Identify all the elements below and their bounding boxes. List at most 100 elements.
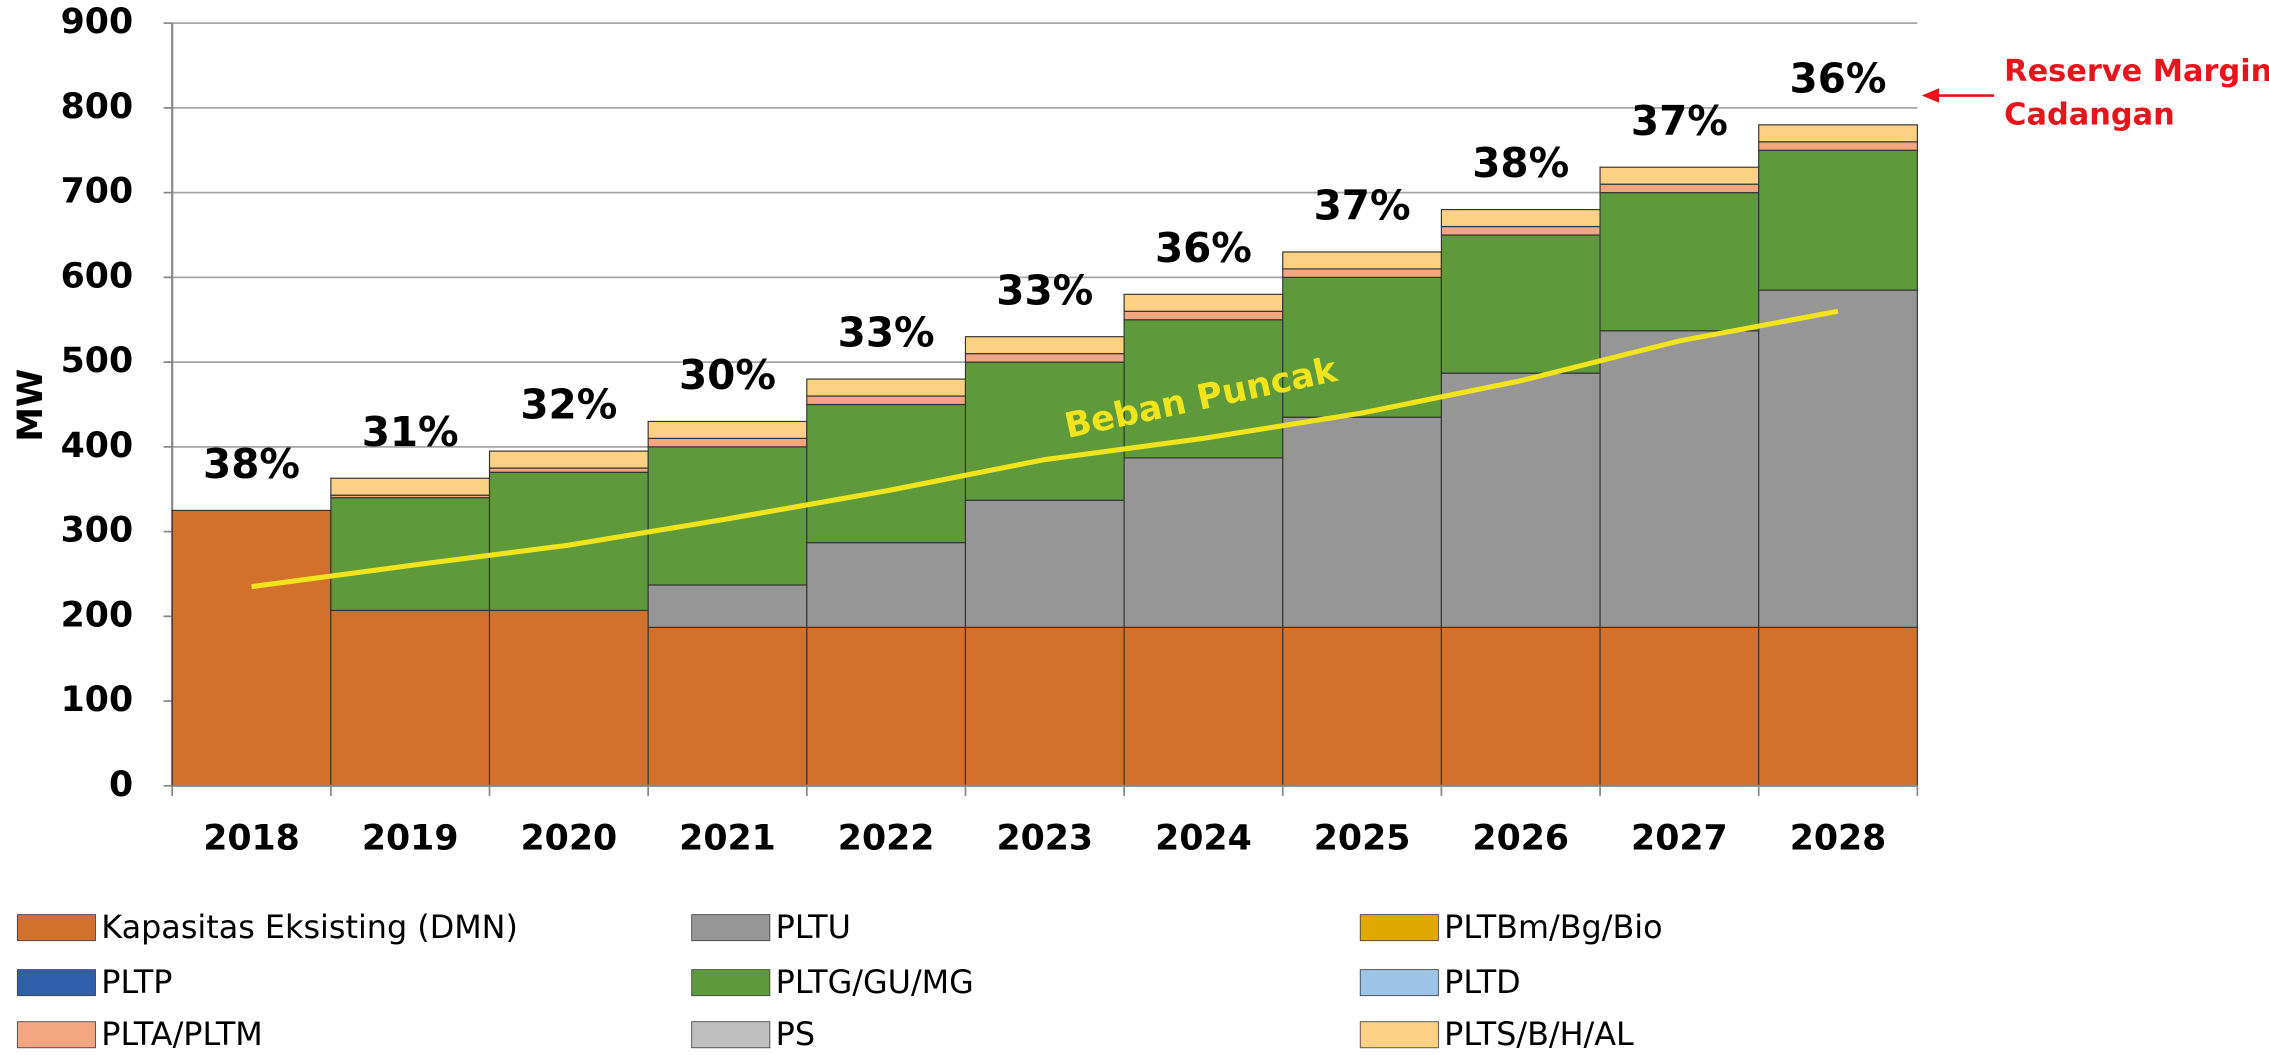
bar-segment	[1282, 626, 1442, 787]
bar-segment	[1440, 225, 1601, 236]
bar-segment	[647, 584, 808, 628]
bar-segment	[1758, 289, 1918, 628]
y-tick-label: 100	[61, 680, 133, 720]
y-tick-label: 400	[61, 426, 133, 466]
legend-swatch	[1359, 1021, 1439, 1049]
legend-swatch	[691, 1021, 771, 1049]
reserve-margin-label: 37%	[1314, 182, 1411, 230]
x-tick-label: 2024	[1155, 818, 1252, 858]
bar-segment	[964, 626, 1125, 787]
bar-segment	[1599, 166, 1760, 185]
annotation-arrowhead	[1921, 88, 1940, 103]
x-tick-label: 2020	[521, 818, 618, 858]
y-tick-label: 0	[109, 765, 133, 805]
legend-label: Kapasitas Eksisting (DMN)	[101, 908, 518, 946]
bar-segment	[1599, 183, 1760, 194]
legend-label: PLTBm/Bg/Bio	[1444, 908, 1662, 946]
reserve-margin-label: 38%	[1472, 139, 1569, 187]
bar-segment	[1123, 626, 1284, 787]
legend-swatch	[16, 969, 96, 997]
x-tick-label: 2021	[679, 818, 776, 858]
bar-segment	[488, 609, 649, 787]
bar-segment	[1440, 234, 1601, 374]
x-tick-label: 2022	[838, 818, 935, 858]
bar-segment	[806, 542, 967, 628]
bar-segment	[806, 403, 967, 544]
bar-segment	[1599, 330, 1760, 628]
peak-load-line	[251, 308, 1839, 590]
annotation-text: Cadangan	[2004, 97, 2175, 132]
bar-segment	[806, 378, 967, 397]
bar-segment	[1758, 124, 1918, 143]
legend-swatch	[16, 1021, 96, 1049]
bar-segment	[806, 626, 967, 787]
bar-segment	[1599, 626, 1760, 787]
bar-segment	[488, 450, 649, 469]
reserve-margin-label: 31%	[362, 408, 459, 456]
bar-segment	[1440, 626, 1601, 787]
reserve-margin-label: 30%	[679, 351, 776, 399]
x-tick-label: 2023	[996, 818, 1093, 858]
bar-segment	[1440, 209, 1601, 228]
legend-swatch	[1359, 969, 1439, 997]
bar-segment	[647, 420, 808, 439]
bar-segment	[330, 477, 491, 496]
x-tick-label: 2026	[1472, 818, 1569, 858]
legend-label: PLTD	[1444, 963, 1520, 1001]
reserve-margin-label: 33%	[996, 266, 1093, 314]
y-tick-label: 300	[61, 511, 133, 551]
bar-segment	[1599, 192, 1760, 332]
bar-segment	[1123, 319, 1284, 459]
legend-label: PLTU	[776, 908, 851, 946]
y-axis-label: MW	[11, 369, 51, 442]
x-tick-label: 2025	[1314, 818, 1411, 858]
bar-segment	[1440, 372, 1601, 628]
y-tick-label: 800	[61, 87, 133, 127]
bar-segment	[1123, 457, 1284, 628]
y-tick-label: 500	[61, 341, 133, 381]
legend-label: PLTA/PLTM	[101, 1015, 262, 1053]
bar-segment	[1758, 149, 1918, 291]
bar-segment	[647, 626, 808, 787]
bar-segment	[488, 467, 649, 473]
x-tick-label: 2028	[1790, 818, 1887, 858]
bar-segment	[1282, 268, 1442, 278]
bar-segment	[1758, 141, 1918, 151]
legend-swatch	[1359, 914, 1439, 942]
reserve-margin-label: 32%	[520, 381, 617, 429]
x-tick-label: 2027	[1631, 818, 1728, 858]
bar-segment	[964, 336, 1125, 355]
bar-segment	[171, 509, 332, 787]
legend-swatch	[16, 914, 96, 942]
legend-swatch	[691, 914, 771, 942]
y-tick-label: 700	[61, 172, 133, 212]
legend-label: PLTP	[101, 963, 172, 1001]
bar-segment	[964, 361, 1125, 501]
y-tick-label: 200	[61, 595, 133, 635]
reserve-margin-label: 38%	[203, 440, 300, 488]
annotation-text: Reserve Margin/	[2004, 54, 2269, 89]
bar-segment	[806, 395, 967, 406]
y-tick-label: 900	[61, 2, 133, 42]
bar-segment	[488, 471, 649, 611]
bar-segment	[1282, 276, 1442, 418]
bar-segment	[330, 609, 491, 787]
legend-label: PLTS/B/H/AL	[1444, 1015, 1634, 1053]
reserve-margin-label: 37%	[1631, 97, 1728, 145]
bar-segment	[964, 499, 1125, 628]
reserve-margin-label: 36%	[1155, 224, 1252, 272]
legend-swatch	[691, 969, 771, 997]
reserve-margin-label: 36%	[1790, 54, 1887, 102]
bar-segment	[964, 353, 1125, 363]
bar-segment	[1123, 293, 1284, 312]
bar-segment	[1282, 251, 1442, 270]
legend-label: PLTG/GU/MG	[776, 963, 974, 1001]
y-tick-label: 600	[61, 256, 133, 296]
bar-segment	[1758, 626, 1918, 787]
x-tick-label: 2018	[203, 818, 300, 858]
bar-segment	[1282, 416, 1442, 628]
bar-segment	[330, 497, 491, 611]
bar-segment	[1123, 310, 1284, 321]
